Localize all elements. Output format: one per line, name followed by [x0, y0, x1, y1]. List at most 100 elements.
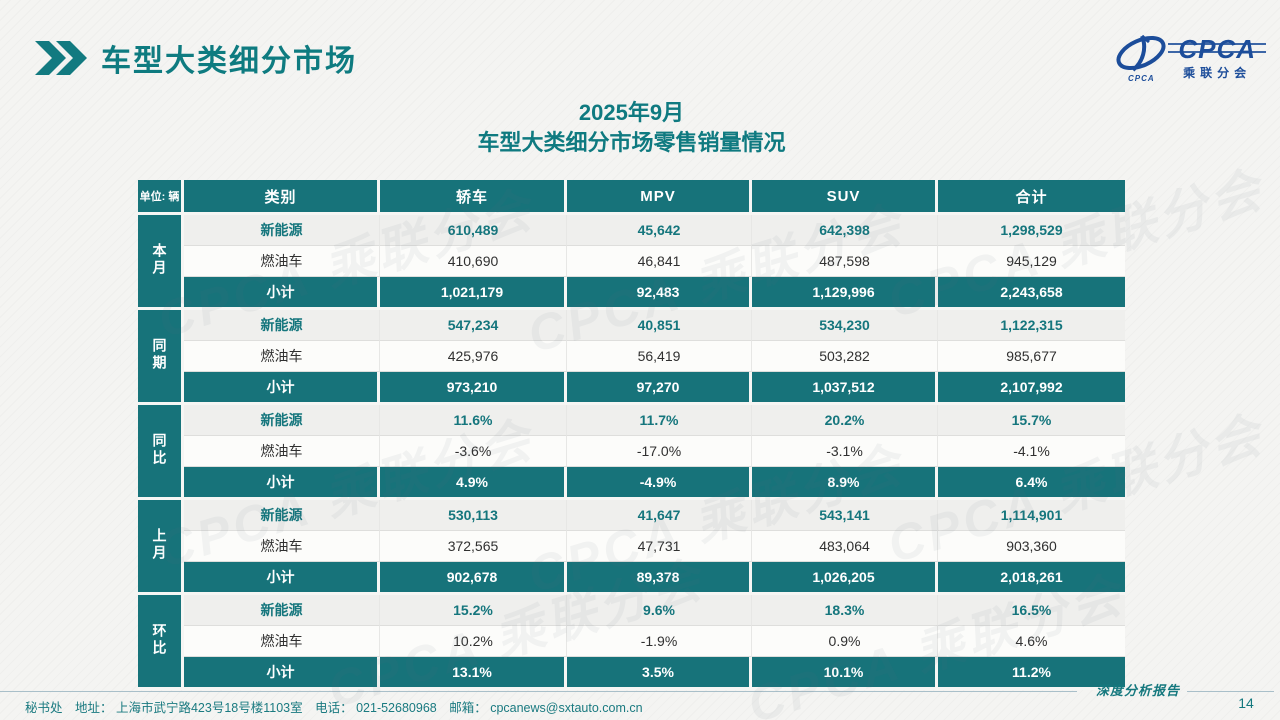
column-header-total: 合计	[938, 180, 1125, 215]
unit-label: 单位: 辆	[138, 180, 184, 215]
value-cell-mom-subtotal-suv: 10.1%	[752, 657, 938, 690]
table-row-same-period-nev: 同期 新能源 547,234 40,851 534,230 1,122,315	[138, 310, 1125, 405]
value-cell-same-period-fuel-sedan: 425,976	[380, 341, 567, 372]
value-cell-last-month-fuel-suv: 483,064	[752, 531, 938, 562]
value-cell-current-month-subtotal-total: 2,243,658	[938, 277, 1125, 310]
report-type-label: 深度分析报告	[1095, 683, 1180, 698]
value-cell-yoy-subtotal-mpv: -4.9%	[567, 467, 752, 500]
value-cell-current-month-fuel-mpv: 46,841	[567, 246, 752, 277]
table-title-line2: 车型大类细分市场零售销量情况	[477, 130, 786, 155]
value-cell-same-period-fuel-mpv: 56,419	[567, 341, 752, 372]
group-label-mom: 环比	[138, 595, 184, 690]
value-cell-yoy-fuel-sedan: -3.6%	[380, 436, 567, 467]
value-cell-current-month-subtotal-suv: 1,129,996	[752, 277, 938, 310]
value-cell-yoy-nev-sedan: 11.6%	[380, 405, 567, 436]
value-cell-current-month-nev-mpv: 45,642	[567, 215, 752, 246]
value-cell-last-month-subtotal-mpv: 89,378	[567, 562, 752, 595]
value-cell-mom-nev-mpv: 9.6%	[567, 595, 752, 626]
category-cell-last-month-nev: 新能源	[184, 500, 380, 531]
value-cell-mom-nev-total: 16.5%	[938, 595, 1125, 626]
value-cell-last-month-subtotal-sedan: 902,678	[380, 562, 567, 595]
value-cell-same-period-fuel-total: 985,677	[938, 341, 1125, 372]
footer-divider-left	[0, 691, 1077, 692]
category-cell-same-period-subtotal: 小计	[184, 372, 380, 405]
value-cell-same-period-subtotal-suv: 1,037,512	[752, 372, 938, 405]
value-cell-current-month-nev-suv: 642,398	[752, 215, 938, 246]
value-cell-mom-fuel-suv: 0.9%	[752, 626, 938, 657]
cpca-logo-main: CPCA	[1168, 36, 1266, 62]
category-cell-yoy-fuel: 燃油车	[184, 436, 380, 467]
group-label-current-month: 本月	[138, 215, 184, 310]
category-cell-mom-nev: 新能源	[184, 595, 380, 626]
value-cell-mom-fuel-sedan: 10.2%	[380, 626, 567, 657]
category-cell-yoy-nev: 新能源	[184, 405, 380, 436]
category-cell-yoy-subtotal: 小计	[184, 467, 380, 500]
sales-table-wrap: 单位: 辆类别 轿车 MPV SUV 合计 本月 新能源 610,489 45,642 642,3…	[138, 180, 1125, 690]
value-cell-current-month-nev-total: 1,298,529	[938, 215, 1125, 246]
double-chevron-icon	[35, 41, 87, 75]
table-row-current-month-nev: 本月 新能源 610,489 45,642 642,398 1,298,529	[138, 215, 1125, 310]
value-cell-last-month-nev-suv: 543,141	[752, 500, 938, 531]
table-title-line1: 2025年9月	[578, 100, 685, 125]
value-cell-last-month-subtotal-suv: 1,026,205	[752, 562, 938, 595]
value-cell-mom-nev-sedan: 15.2%	[380, 595, 567, 626]
category-cell-last-month-subtotal: 小计	[184, 562, 380, 595]
column-header-suv: SUV	[752, 180, 938, 215]
table-row-last-month-fuel: 燃油车 372,565 47,731 483,064 903,360	[138, 531, 1125, 562]
value-cell-last-month-nev-sedan: 530,113	[380, 500, 567, 531]
value-cell-mom-subtotal-mpv: 3.5%	[567, 657, 752, 690]
value-cell-same-period-subtotal-total: 2,107,992	[938, 372, 1125, 405]
category-cell-same-period-nev: 新能源	[184, 310, 380, 341]
value-cell-same-period-nev-suv: 534,230	[752, 310, 938, 341]
value-cell-last-month-fuel-total: 903,360	[938, 531, 1125, 562]
value-cell-current-month-subtotal-sedan: 1,021,179	[380, 277, 567, 310]
column-header-mpv: MPV	[567, 180, 752, 215]
value-cell-same-period-nev-mpv: 40,851	[567, 310, 752, 341]
value-cell-current-month-nev-sedan: 610,489	[380, 215, 567, 246]
cpca-logo: CPCA CPCA 乘联分会	[1113, 32, 1266, 83]
value-cell-same-period-nev-sedan: 547,234	[380, 310, 567, 341]
category-cell-same-period-fuel: 燃油车	[184, 341, 380, 372]
group-label-same-period: 同期	[138, 310, 184, 405]
value-cell-yoy-subtotal-sedan: 4.9%	[380, 467, 567, 500]
value-cell-mom-subtotal-total: 11.2%	[938, 657, 1125, 690]
table-row-current-month-fuel: 燃油车 410,690 46,841 487,598 945,129	[138, 246, 1125, 277]
value-cell-last-month-nev-mpv: 41,647	[567, 500, 752, 531]
value-cell-mom-subtotal-sedan: 13.1%	[380, 657, 567, 690]
value-cell-last-month-fuel-sedan: 372,565	[380, 531, 567, 562]
table-row-same-period-subtotal: 小计 973,210 97,270 1,037,512 2,107,992	[138, 372, 1125, 405]
table-row-last-month-subtotal: 小计 902,678 89,378 1,026,205 2,018,261	[138, 562, 1125, 595]
value-cell-same-period-subtotal-mpv: 97,270	[567, 372, 752, 405]
value-cell-last-month-fuel-mpv: 47,731	[567, 531, 752, 562]
table-row-yoy-fuel: 燃油车 -3.6% -17.0% -3.1% -4.1%	[138, 436, 1125, 467]
value-cell-current-month-subtotal-mpv: 92,483	[567, 277, 752, 310]
footer-divider-right	[1187, 691, 1274, 692]
value-cell-yoy-fuel-total: -4.1%	[938, 436, 1125, 467]
value-cell-current-month-fuel-suv: 487,598	[752, 246, 938, 277]
category-cell-mom-subtotal: 小计	[184, 657, 380, 690]
value-cell-yoy-nev-mpv: 11.7%	[567, 405, 752, 436]
value-cell-current-month-fuel-total: 945,129	[938, 246, 1125, 277]
value-cell-last-month-subtotal-total: 2,018,261	[938, 562, 1125, 595]
value-cell-yoy-subtotal-total: 6.4%	[938, 467, 1125, 500]
footer-contact-info: 秘书处 地址： 上海市武宁路423号18号楼1103室 电话： 021-5268…	[25, 701, 643, 715]
group-label-last-month: 上月	[138, 500, 184, 595]
value-cell-mom-nev-suv: 18.3%	[752, 595, 938, 626]
value-cell-mom-fuel-mpv: -1.9%	[567, 626, 752, 657]
table-row-mom-subtotal: 小计 13.1% 3.5% 10.1% 11.2%	[138, 657, 1125, 690]
table-row-yoy-subtotal: 小计 4.9% -4.9% 8.9% 6.4%	[138, 467, 1125, 500]
value-cell-yoy-nev-suv: 20.2%	[752, 405, 938, 436]
category-cell-current-month-nev: 新能源	[184, 215, 380, 246]
column-header-category: 类别	[184, 180, 380, 215]
table-row-last-month-nev: 上月 新能源 530,113 41,647 543,141 1,114,901	[138, 500, 1125, 595]
value-cell-yoy-subtotal-suv: 8.9%	[752, 467, 938, 500]
value-cell-same-period-nev-total: 1,122,315	[938, 310, 1125, 341]
value-cell-same-period-subtotal-sedan: 973,210	[380, 372, 567, 405]
table-row-yoy-nev: 同比 新能源 11.6% 11.7% 20.2% 15.7%	[138, 405, 1125, 500]
value-cell-yoy-nev-total: 15.7%	[938, 405, 1125, 436]
page-header: 车型大类细分市场	[35, 36, 357, 80]
group-label-yoy: 同比	[138, 405, 184, 500]
value-cell-yoy-fuel-suv: -3.1%	[752, 436, 938, 467]
column-header-sedan: 轿车	[380, 180, 567, 215]
